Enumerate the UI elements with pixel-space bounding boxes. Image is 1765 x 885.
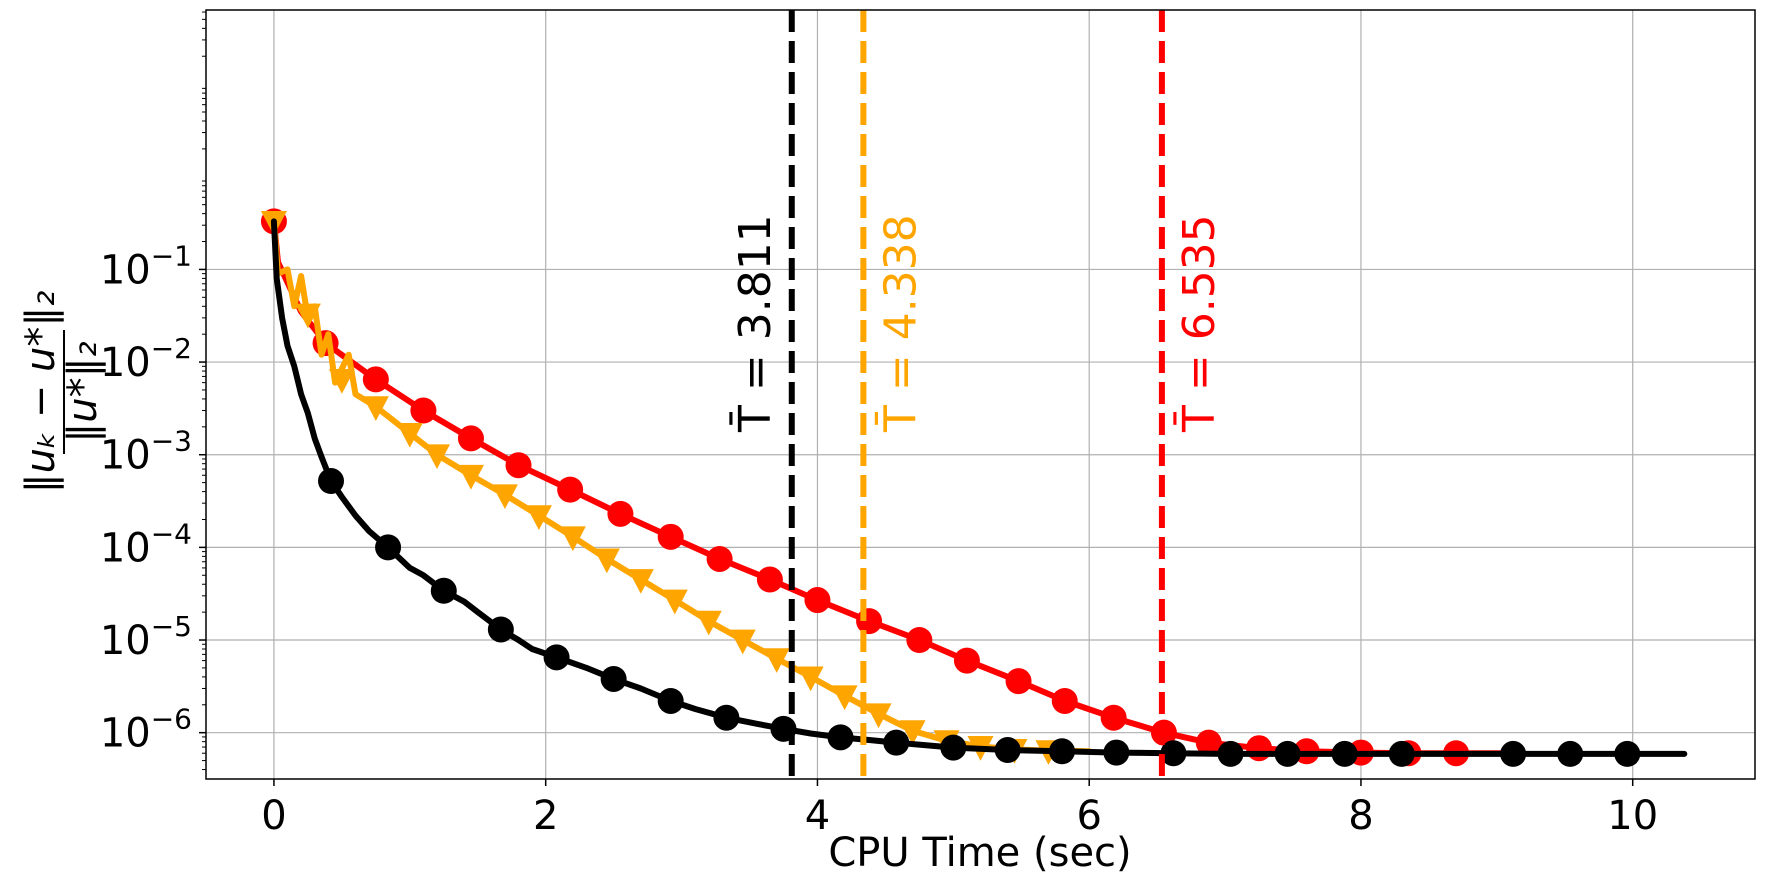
grid: [206, 10, 1755, 779]
series-1-point: [1051, 687, 1078, 714]
series-3-point: [940, 734, 967, 761]
x-tick-label: 10: [1607, 793, 1658, 839]
y-tick-label: 10−5: [100, 610, 192, 664]
series-3-point: [1217, 740, 1244, 767]
series-3-point: [1388, 740, 1415, 767]
series-1-point: [362, 366, 389, 393]
y-axis-label: ‖uₖ − u*‖₂‖u*‖₂: [18, 291, 106, 494]
series-1-point: [607, 500, 634, 527]
series-2-point: [661, 589, 688, 615]
series-1-point: [657, 523, 684, 550]
series-2-point: [362, 396, 389, 421]
series-3-point: [1103, 739, 1130, 766]
series-1-point: [1246, 735, 1273, 762]
series-1-point: [856, 608, 883, 635]
series-3-point: [827, 724, 854, 751]
series-3-point: [375, 534, 402, 561]
series-1-point: [804, 587, 831, 614]
y-tick-label: 10−3: [100, 425, 192, 479]
series-2-point: [396, 422, 423, 448]
series-3-point: [543, 644, 570, 671]
series-2-point: [831, 685, 858, 711]
y-tick-label: 10−4: [100, 517, 192, 571]
y-tick-label: 10−1: [100, 239, 192, 293]
y-label-fraction: ‖uₖ − u*‖₂‖u*‖₂: [18, 291, 106, 494]
series-3-point: [1160, 740, 1187, 767]
series-3-point: [1557, 740, 1584, 767]
series-3-point: [1049, 738, 1076, 765]
threshold-label-2: T̄ = 4.338: [873, 214, 926, 433]
axes: 0 2 4 6 8 10 10−6 10−5 10−4 10−3 10−2 10−1: [100, 9, 1756, 839]
series-3-point: [487, 616, 514, 643]
x-tick-label: 6: [1076, 793, 1101, 839]
series-1-point: [1100, 704, 1127, 731]
x-axis-label: CPU Time (sec): [828, 830, 1131, 876]
series-3-point: [430, 577, 457, 604]
series-3-point: [994, 737, 1021, 764]
series-3-point: [1614, 740, 1641, 767]
series-3-point: [883, 729, 910, 756]
series-3-point: [318, 468, 345, 495]
series-1-point: [906, 627, 933, 654]
x-tick-label: 2: [533, 793, 558, 839]
y-tick-label: 10−6: [100, 703, 192, 757]
series-2-point: [763, 648, 790, 673]
series-2-point: [593, 548, 620, 574]
series-1-point: [1005, 668, 1032, 695]
series-line-3: [270, 218, 1688, 757]
series-1-point: [756, 566, 783, 593]
y-label-numerator: ‖uₖ − u*‖₂: [18, 291, 64, 494]
series-2-point: [559, 526, 586, 552]
series-3-point: [1500, 740, 1527, 767]
x-tick-label: 0: [261, 793, 286, 839]
series-3-point: [600, 665, 627, 692]
series-3-point: [1274, 740, 1301, 767]
series-2-point: [797, 666, 824, 692]
series-3-point: [1331, 740, 1358, 767]
series-2-point: [695, 610, 722, 636]
plot-clip-group: [260, 208, 1688, 767]
series-2-point: [328, 369, 355, 394]
series-3-point: [657, 687, 684, 714]
x-tick-label: 8: [1348, 793, 1373, 839]
series-2-point: [491, 484, 518, 510]
series-2-point: [865, 703, 892, 729]
series-1-point: [457, 425, 484, 452]
series-1-point: [706, 545, 733, 572]
series-2-point: [457, 464, 484, 490]
series-1-point: [953, 647, 980, 674]
threshold-label-1: T̄ = 3.811: [728, 214, 781, 433]
series-3-point: [713, 704, 740, 731]
threshold-label-3: T̄ = 6.535: [1172, 214, 1225, 433]
y-label-denominator: ‖u*‖₂: [60, 341, 106, 442]
series-2-point: [899, 720, 926, 746]
series-2-point: [627, 569, 654, 594]
series-2-point: [525, 505, 552, 530]
series-2-point: [423, 444, 450, 470]
series-2-point: [729, 629, 756, 655]
series-1-point: [410, 397, 437, 424]
series-1-point: [505, 452, 532, 479]
plot-frame: [205, 9, 1756, 780]
plot-area: T̄ = 3.811 T̄ = 4.338 T̄ = 6.535: [260, 10, 1688, 779]
y-tick-label: 10−2: [100, 332, 192, 386]
series-1-point: [1195, 729, 1222, 756]
series-2-point: [294, 303, 321, 329]
x-tick-label: 4: [805, 793, 830, 839]
series-1-point: [557, 476, 584, 503]
